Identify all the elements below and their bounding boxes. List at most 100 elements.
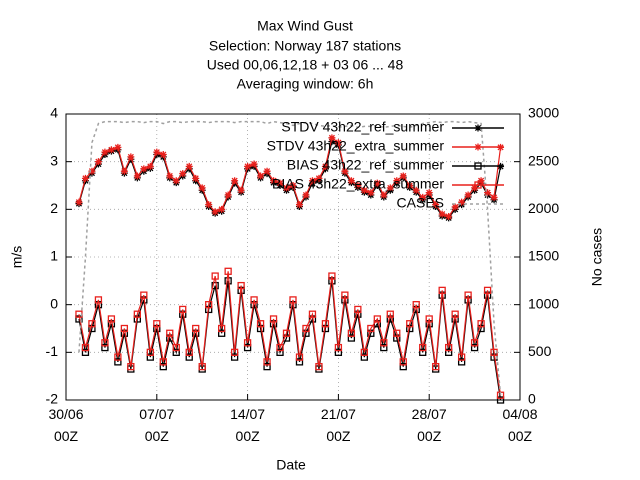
point [81,343,90,352]
point [185,162,193,170]
point [321,162,329,170]
point [419,348,427,356]
point [477,320,485,328]
point [295,353,304,361]
point [464,291,472,299]
y-tick-label: 2 [50,200,58,216]
point [308,310,317,318]
point [341,167,349,175]
chart-subtitle: Averaging window: 6h [237,76,374,92]
point [399,362,407,371]
point [192,324,200,333]
point [269,315,278,323]
point [334,348,343,356]
point [243,343,252,352]
y2-tick-label: 500 [528,343,552,359]
point [114,358,122,366]
point [218,205,226,213]
point [263,167,271,175]
point [101,339,109,347]
point [282,334,291,342]
legend-marker [474,162,482,170]
point [166,172,174,180]
point [289,182,297,189]
y2-axis-label: No cases [589,228,605,286]
point [146,162,154,170]
point [237,186,245,194]
point [94,158,102,166]
point [328,134,336,142]
point [380,339,388,347]
x-tick-label: 04/08 00Z [502,406,537,444]
point [328,138,336,146]
point [172,343,180,352]
point [218,324,226,333]
y2-tick-label: 2500 [528,152,559,168]
point [172,177,180,185]
point [360,186,368,194]
point [94,296,103,304]
point [250,160,258,168]
point [360,353,368,361]
point [120,324,129,333]
point [334,343,343,352]
point [399,172,407,180]
y2-tick-label: 1500 [528,248,559,264]
legend-label: STDV 43h22_ref_summer [281,119,444,135]
point [470,339,479,347]
point [496,396,505,404]
point [328,272,336,280]
point [393,329,401,337]
point [321,320,330,328]
point [270,177,278,185]
point [412,186,420,194]
point [153,320,161,328]
point [483,286,492,295]
point [230,353,239,361]
y-tick-label: 4 [50,105,58,121]
point [360,348,368,356]
point [406,182,414,189]
point [445,212,453,220]
point [159,358,167,366]
x-axis-label: Date [276,457,306,473]
point [114,353,122,361]
y-axis-label: m/s [9,246,25,269]
x-tick-label: 07/07 00Z [139,406,174,444]
point [81,348,90,356]
point [295,201,303,209]
point [244,162,252,170]
point [283,184,291,192]
point [399,358,407,366]
point [295,358,304,366]
point [153,148,161,156]
point [315,362,323,371]
chart-title: Max Wind Gust [257,18,353,34]
y2-tick-label: 0 [528,391,536,407]
point [231,177,239,185]
point [457,358,466,366]
y-tick-label: 3 [50,152,58,168]
point [127,153,135,161]
series-line [78,271,502,396]
y-tick-label: -1 [46,343,59,359]
point [159,151,167,159]
point [380,343,388,352]
point [341,291,349,299]
legend-marker [474,143,482,151]
point [477,177,485,185]
x-tick-label: 14/07 00Z [230,406,265,444]
point [256,320,265,328]
point [438,286,446,295]
point [140,291,148,299]
point [114,143,122,151]
x-tick-label: 21/07 00Z [321,406,356,444]
point [140,165,148,173]
point [458,198,466,206]
point [419,193,427,201]
point [347,334,356,342]
point [354,182,362,189]
point [432,362,440,371]
legend-label: STDV 43h22_extra_summer [267,138,445,154]
point [419,343,427,352]
